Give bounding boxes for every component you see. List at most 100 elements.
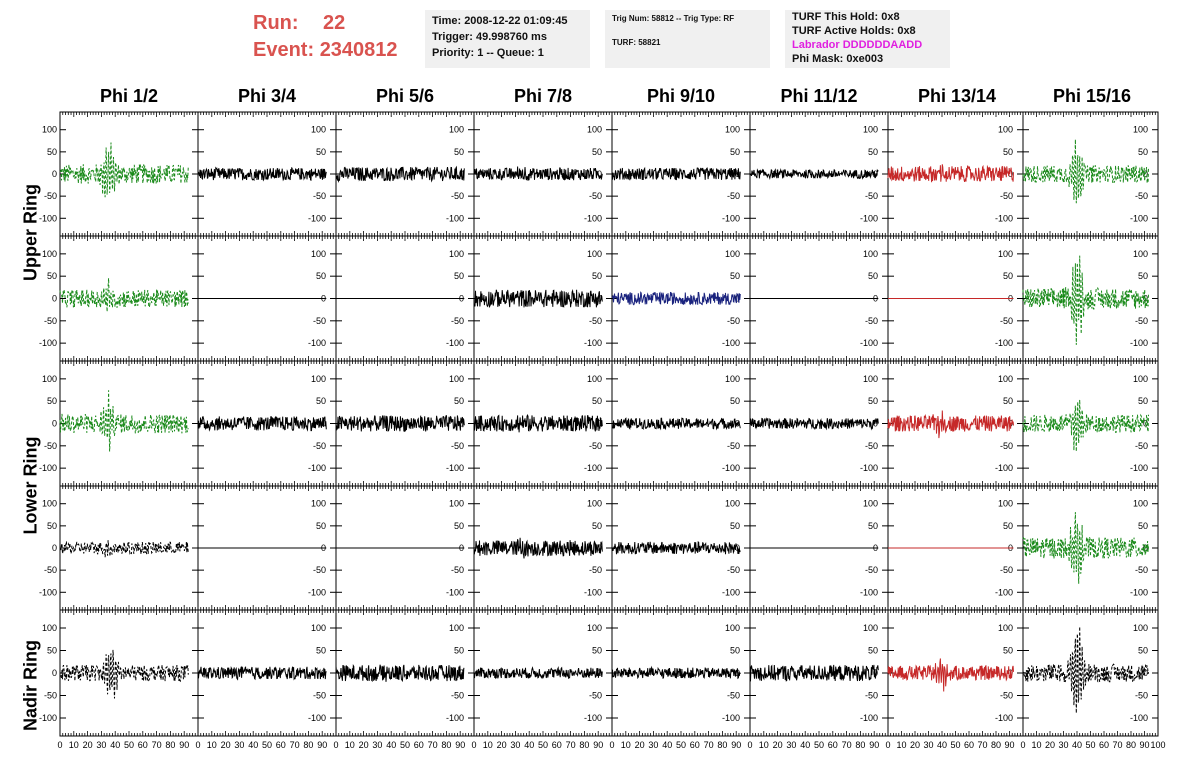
- trigger-text: Trigger: 49.998760 ms: [432, 31, 547, 43]
- panel-r0-c3: 100 50 0 -50 -100: [473, 111, 613, 237]
- x-tick-label: 80: [855, 740, 865, 750]
- waveform-trace: [612, 540, 741, 555]
- waveform-trace: [473, 166, 603, 181]
- y-tick-label: 100: [449, 374, 464, 384]
- trig-info-box: Trig Num: 58812 -- Trig Type: RF TURF: 5…: [605, 10, 770, 68]
- y-tick-label: 50: [47, 646, 57, 656]
- y-tick-label: 0: [735, 294, 740, 304]
- labrador-text: Labrador DDDDDDAADD: [792, 39, 923, 51]
- waveform-trace: [59, 278, 189, 312]
- x-tick-label: 50: [400, 740, 410, 750]
- x-tick-label: 10: [621, 740, 631, 750]
- y-tick-label: 100: [42, 125, 57, 135]
- panel-r3-c0: 100 50 0 -50 -100: [39, 485, 199, 611]
- waveform-trace: [749, 417, 879, 431]
- waveform-trace: [59, 142, 189, 198]
- y-tick-label: -100: [584, 463, 602, 473]
- x-tick-label: 50: [124, 740, 134, 750]
- y-tick-label: 100: [587, 623, 602, 633]
- x-tick-label: 70: [428, 740, 438, 750]
- y-tick-label: -100: [995, 338, 1013, 348]
- y-tick-label: -100: [995, 213, 1013, 223]
- x-tick-label: 30: [372, 740, 382, 750]
- x-tick-label: 0: [1020, 740, 1025, 750]
- y-tick-label: 50: [454, 147, 464, 157]
- y-tick-label: -50: [313, 316, 326, 326]
- y-tick-label: 0: [597, 419, 602, 429]
- x-tick-label: 60: [414, 740, 424, 750]
- x-tick-label: 10: [759, 740, 769, 750]
- y-tick-label: -50: [727, 191, 740, 201]
- y-tick-label: 50: [47, 521, 57, 531]
- y-tick-label: 50: [730, 271, 740, 281]
- y-tick-label: 50: [1003, 271, 1013, 281]
- x-tick-label: 60: [276, 740, 286, 750]
- y-tick-label: -100: [39, 338, 57, 348]
- x-tick-label: 0: [333, 740, 338, 750]
- y-tick-label: -100: [446, 587, 464, 597]
- y-tick-label: -100: [39, 213, 57, 223]
- col-title-6: Phi 11/12: [780, 86, 858, 106]
- y-tick-label: -50: [727, 316, 740, 326]
- x-tick-label: 30: [1058, 740, 1068, 750]
- y-tick-label: -100: [308, 213, 326, 223]
- x-tick-label: 70: [566, 740, 576, 750]
- waveform-trace: [1022, 626, 1149, 714]
- run-event-header: Run: 22 Event: 2340812: [253, 10, 398, 64]
- y-tick-label: -50: [313, 441, 326, 451]
- event-value: 2340812: [319, 39, 398, 61]
- y-tick-label: 50: [454, 521, 464, 531]
- y-tick-label: -50: [1000, 316, 1013, 326]
- x-tick-label: 60: [138, 740, 148, 750]
- y-tick-label: 50: [47, 271, 57, 281]
- x-tick-label: 10: [483, 740, 493, 750]
- y-tick-label: 50: [592, 646, 602, 656]
- y-tick-label: 50: [47, 396, 57, 406]
- x-tick-label: 90: [317, 740, 327, 750]
- waveform-trace: [59, 540, 189, 558]
- y-tick-label: 50: [592, 521, 602, 531]
- y-tick-label: 100: [998, 249, 1013, 259]
- y-tick-label: 50: [47, 147, 57, 157]
- waveform-trace: [887, 164, 1014, 183]
- x-tick-label: 90: [593, 740, 603, 750]
- x-tick-label: 30: [786, 740, 796, 750]
- x-tick-label: 70: [977, 740, 987, 750]
- run-label: Run:: [253, 12, 299, 34]
- waveform-trace: [1022, 399, 1149, 452]
- y-tick-label: -100: [308, 713, 326, 723]
- y-tick-label: 50: [868, 147, 878, 157]
- waveform-trace: [473, 537, 603, 559]
- y-tick-label: -50: [44, 691, 57, 701]
- y-tick-label: -50: [1135, 441, 1148, 451]
- waveform-trace: [1022, 139, 1149, 204]
- y-tick-label: 100: [1133, 125, 1148, 135]
- x-tick-label: 40: [662, 740, 672, 750]
- x-tick-label: 30: [96, 740, 106, 750]
- y-tick-label: -50: [865, 441, 878, 451]
- y-tick-label: 100: [587, 374, 602, 384]
- y-tick-label: 50: [316, 147, 326, 157]
- waveform-trace: [335, 415, 465, 433]
- panel-r0-c6: 100 50 0 -50 -100: [887, 111, 1024, 237]
- y-tick-label: 100: [311, 125, 326, 135]
- y-tick-label: -100: [446, 338, 464, 348]
- turf-active-text: TURF Active Holds: 0x8: [792, 25, 916, 37]
- x-tick-label: 20: [83, 740, 93, 750]
- y-tick-label: 100: [998, 374, 1013, 384]
- y-tick-label: 100: [863, 499, 878, 509]
- x-tick-label: 80: [165, 740, 175, 750]
- y-tick-label: 100: [587, 125, 602, 135]
- x-tick-label: 90: [1004, 740, 1014, 750]
- y-tick-label: -100: [995, 463, 1013, 473]
- y-tick-label: 50: [454, 646, 464, 656]
- panel-r2-c5: 100 50 0 -50 -100: [749, 360, 889, 487]
- y-tick-label: 50: [1138, 521, 1148, 531]
